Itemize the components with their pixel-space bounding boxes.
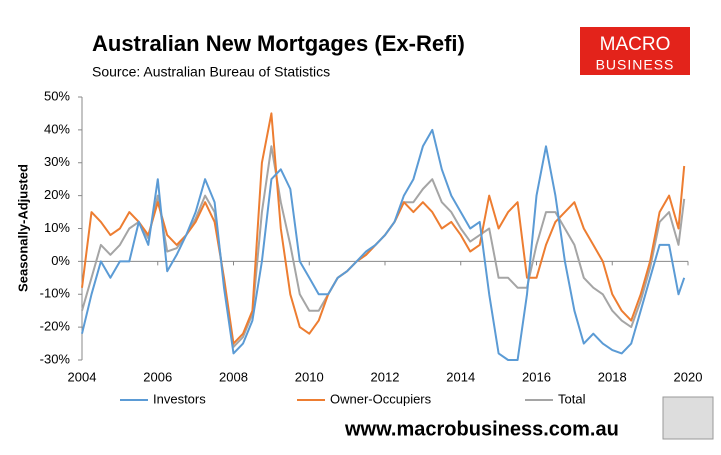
x-tick-label: 2006 bbox=[143, 369, 172, 384]
series-line bbox=[81, 128, 686, 361]
x-tick-label: 2012 bbox=[371, 369, 400, 384]
series-line bbox=[81, 112, 686, 345]
x-tick-label: 2010 bbox=[295, 369, 324, 384]
x-tick-label: 2004 bbox=[68, 369, 97, 384]
x-tick-label: 2018 bbox=[598, 369, 627, 384]
logo-text: BUSINESS bbox=[596, 57, 675, 73]
y-tick-label: 0% bbox=[51, 253, 70, 268]
legend-label: Owner-Occupiers bbox=[330, 391, 432, 406]
chart-title: Australian New Mortgages (Ex-Refi) bbox=[92, 31, 465, 56]
x-tick-label: 2016 bbox=[522, 369, 551, 384]
legend-label: Investors bbox=[153, 391, 206, 406]
y-tick-label: 40% bbox=[44, 121, 70, 136]
y-tick-label: 50% bbox=[44, 88, 70, 103]
logo-text: MACRO bbox=[600, 34, 671, 55]
x-tick-label: 2008 bbox=[219, 369, 248, 384]
y-tick-label: -30% bbox=[40, 351, 71, 366]
wolf-icon bbox=[662, 396, 714, 440]
y-axis-label: Seasonally-Adjusted bbox=[15, 164, 30, 292]
y-tick-label: 20% bbox=[44, 187, 70, 202]
y-tick-label: -10% bbox=[40, 286, 71, 301]
logo-box bbox=[580, 27, 690, 75]
x-tick-label: 2020 bbox=[674, 369, 703, 384]
chart-subtitle: Source: Australian Bureau of Statistics bbox=[92, 64, 330, 80]
legend-label: Total bbox=[558, 391, 586, 406]
y-tick-label: 30% bbox=[44, 154, 70, 169]
y-tick-label: -20% bbox=[40, 319, 71, 334]
y-tick-label: 10% bbox=[44, 220, 70, 235]
x-tick-label: 2014 bbox=[446, 369, 475, 384]
website: www.macrobusiness.com.au bbox=[344, 418, 619, 440]
